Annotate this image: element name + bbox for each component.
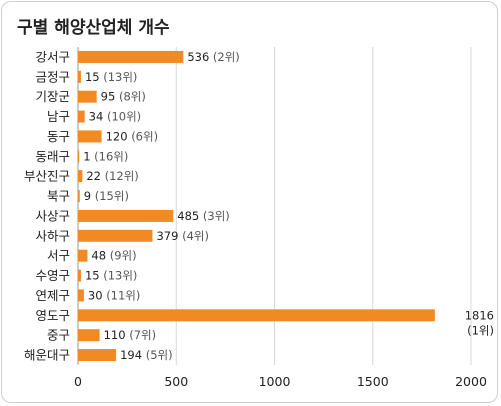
rank-label: (13위)	[103, 269, 137, 283]
bar	[78, 190, 80, 203]
data-label: 95 (8위)	[101, 90, 146, 104]
data-label: 15 (13위)	[85, 269, 137, 283]
bar	[78, 130, 102, 143]
data-label: 110 (7위)	[104, 328, 156, 342]
bar	[78, 229, 153, 242]
rank-label: (5위)	[146, 348, 173, 362]
bar	[78, 150, 80, 163]
bar	[78, 170, 83, 183]
bars	[78, 50, 435, 362]
x-tick-labels: 0 500 1000 1500 2000	[74, 374, 487, 389]
category-label: 동래구	[35, 149, 70, 164]
bar	[78, 269, 81, 282]
x-tick-label: 1000	[259, 374, 291, 389]
bar	[78, 329, 100, 342]
value-label: 110	[104, 328, 130, 342]
value-label: 536	[187, 50, 213, 64]
value-label: 1	[83, 149, 94, 163]
data-label: 22 (12위)	[86, 169, 138, 183]
rank-label: (4위)	[182, 229, 209, 243]
bar	[78, 309, 435, 322]
value-label: 485	[177, 209, 203, 223]
x-tick-label: 500	[164, 374, 188, 389]
bar	[78, 249, 88, 262]
value-label: 15	[85, 269, 103, 283]
bar	[78, 110, 85, 123]
data-label: 34 (10위)	[89, 110, 141, 124]
data-label: 194 (5위)	[120, 348, 172, 362]
chart-title: 구별 해양산업체 개수	[17, 18, 170, 38]
bar	[78, 289, 84, 302]
value-label: 48	[91, 249, 109, 263]
category-label: 서구	[47, 248, 70, 263]
rank-label: (1위)	[467, 323, 494, 337]
value-label: 379	[156, 229, 182, 243]
category-label: 영도구	[35, 308, 70, 323]
data-label: 48 (9위)	[91, 249, 136, 263]
bar	[78, 349, 117, 362]
rank-label: (7위)	[129, 328, 156, 342]
rank-label: (15위)	[95, 189, 129, 203]
data-label: 120 (6위)	[106, 129, 158, 143]
value-label: 30	[88, 288, 106, 302]
value-label: 9	[84, 189, 95, 203]
bar	[78, 50, 184, 63]
category-label: 수영구	[35, 268, 70, 283]
category-label: 사하구	[35, 228, 70, 243]
category-label: 동구	[47, 129, 70, 144]
category-label: 금정구	[35, 69, 70, 84]
data-label: 536 (2위)	[187, 50, 239, 64]
rank-label: (12위)	[105, 169, 139, 183]
value-label: 15	[85, 70, 103, 84]
bar	[78, 70, 81, 83]
category-label: 기장군	[35, 89, 70, 104]
value-label: 34	[89, 110, 107, 124]
category-label: 부산진구	[24, 169, 70, 184]
bar	[78, 90, 97, 103]
value-label: 95	[101, 90, 119, 104]
bar	[78, 209, 174, 222]
rank-label: (9위)	[110, 249, 137, 263]
data-label: 1 (16위)	[83, 149, 128, 163]
value-label: 120	[106, 129, 132, 143]
category-label: 사상구	[35, 208, 70, 223]
data-label: 15 (13위)	[85, 70, 137, 84]
rank-label: (8위)	[119, 90, 146, 104]
category-label: 북구	[47, 189, 70, 204]
data-label: 30 (11위)	[88, 288, 140, 302]
x-tick-label: 0	[74, 374, 82, 389]
value-label: 1816	[465, 308, 494, 322]
rank-label: (6위)	[131, 129, 158, 143]
data-label: 379 (4위)	[156, 229, 208, 243]
category-label: 해운대구	[24, 348, 70, 363]
rank-label: (10위)	[107, 110, 141, 124]
category-label: 중구	[47, 328, 70, 343]
rank-label: (11위)	[106, 288, 140, 302]
value-label: 22	[86, 169, 104, 183]
category-label: 연제구	[35, 288, 70, 303]
x-tick-label: 1500	[357, 374, 389, 389]
category-labels: 강서구금정구기장군남구동구동래구부산진구북구사상구사하구서구수영구연제구영도구중…	[24, 49, 70, 362]
category-label: 강서구	[35, 49, 70, 64]
data-labels: 536 (2위)15 (13위)95 (8위)34 (10위)120 (6위)1…	[83, 50, 494, 362]
category-label: 남구	[47, 109, 70, 124]
value-label: 194	[120, 348, 146, 362]
rank-label: (3위)	[203, 209, 230, 223]
rank-label: (2위)	[213, 50, 240, 64]
x-tick-label: 2000	[455, 374, 487, 389]
rank-label: (16위)	[94, 149, 128, 163]
rank-label: (13위)	[103, 70, 137, 84]
data-label: 485 (3위)	[177, 209, 229, 223]
data-label: 9 (15위)	[84, 189, 129, 203]
